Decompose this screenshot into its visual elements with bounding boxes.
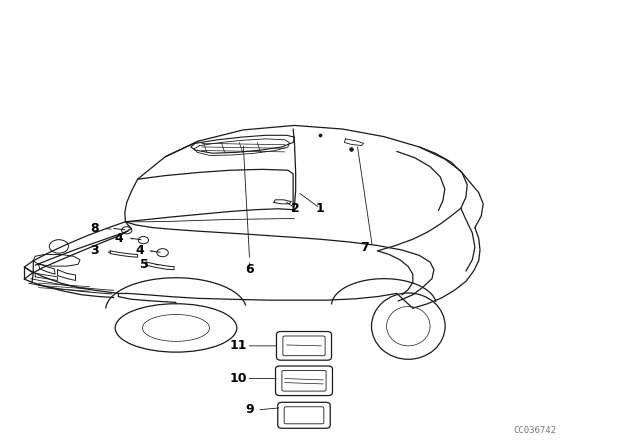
Text: 11: 11 [229,339,247,353]
Text: 7: 7 [360,241,369,254]
Text: 1: 1 [316,202,324,215]
Text: 10: 10 [229,372,247,385]
Text: 8: 8 [90,222,99,235]
Text: 4: 4 [114,232,123,245]
Text: 3: 3 [90,244,99,258]
Text: CC036742: CC036742 [513,426,556,435]
Text: 2: 2 [291,202,300,215]
Text: 5: 5 [140,258,148,271]
Text: 9: 9 [245,403,254,417]
Text: 6: 6 [245,263,254,276]
Text: 4: 4 [135,244,144,258]
